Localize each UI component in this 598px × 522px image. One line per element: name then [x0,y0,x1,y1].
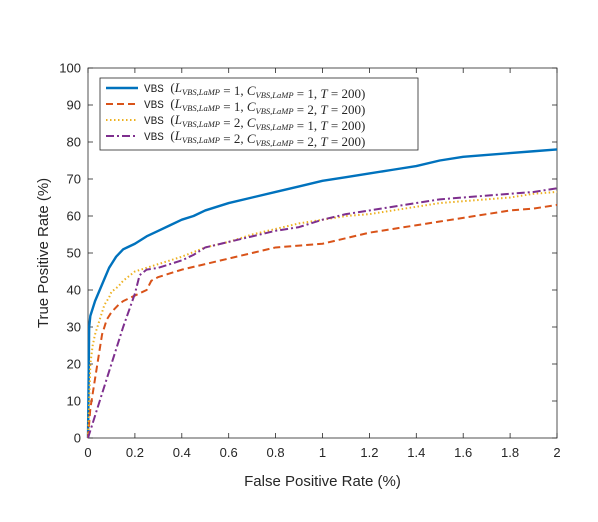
legend-label-2: VBS (LVBS,LaMP = 1, CVBS,LaMP = 2, T = 2… [144,96,365,117]
y-tick-label: 50 [67,246,81,261]
y-tick-label: 100 [59,61,81,76]
x-tick-label: 0.6 [220,445,238,460]
y-tick-label: 40 [67,283,81,298]
y-tick-label: 80 [67,135,81,150]
legend: VBS (LVBS,LaMP = 1, CVBS,LaMP = 1, T = 2… [99,77,419,151]
y-tick-label: 30 [67,320,81,335]
x-tick-label: 1.6 [454,445,472,460]
y-tick-label: 20 [67,357,81,372]
y-axis-ticks: 0 10 20 30 40 50 60 70 80 90 100 [59,61,557,446]
x-tick-label: 1 [319,445,326,460]
series-line-1 [86,148,558,439]
legend-label-1: VBS (LVBS,LaMP = 1, CVBS,LaMP = 1, T = 2… [144,80,365,101]
x-tick-label: 1.8 [501,445,519,460]
legend-label-4: VBS (LVBS,LaMP = 2, CVBS,LaMP = 2, T = 2… [144,128,365,149]
y-axis-label: True Positive Rate (%) [35,178,52,328]
legend-label-3: VBS (LVBS,LaMP = 2, CVBS,LaMP = 1, T = 2… [144,112,365,133]
x-axis-ticks: 0 0.2 0.4 0.6 0.8 1 1.2 1.4 1.6 1.8 2 [84,68,561,460]
x-tick-label: 0 [84,445,91,460]
legend-items: VBS (LVBS,LaMP = 1, CVBS,LaMP = 1, T = 2… [106,80,365,149]
x-tick-label: 2 [553,445,560,460]
x-tick-label: 1.2 [360,445,378,460]
x-axis-label: False Positive Rate (%) [244,473,401,490]
y-tick-label: 70 [67,172,81,187]
y-tick-label: 90 [67,98,81,113]
y-tick-label: 10 [67,394,81,409]
y-tick-label: 0 [74,431,81,446]
series-layer [86,148,558,439]
y-tick-label: 60 [67,209,81,224]
x-tick-label: 0.2 [126,445,144,460]
x-tick-label: 1.4 [407,445,425,460]
x-tick-label: 0.4 [173,445,191,460]
x-tick-label: 0.8 [267,445,285,460]
legend-box [99,77,419,151]
series-line-4 [87,187,558,439]
